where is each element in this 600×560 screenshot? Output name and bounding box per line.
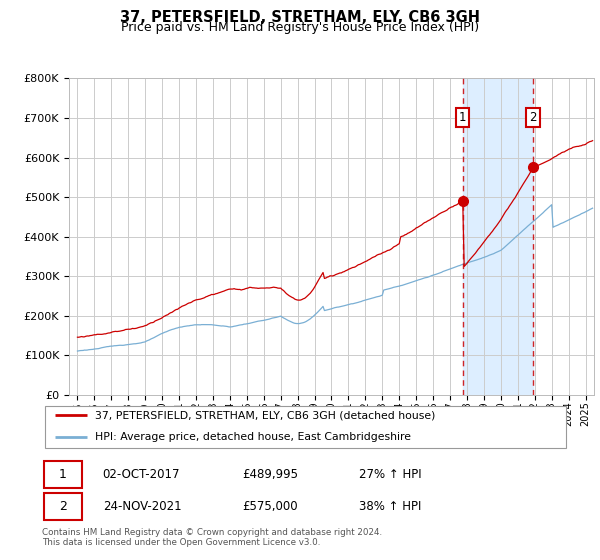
Text: Contains HM Land Registry data © Crown copyright and database right 2024.
This d: Contains HM Land Registry data © Crown c…: [42, 528, 382, 547]
Text: 2: 2: [529, 111, 537, 124]
Text: 38% ↑ HPI: 38% ↑ HPI: [359, 500, 421, 513]
Text: 27% ↑ HPI: 27% ↑ HPI: [359, 468, 421, 481]
Text: 37, PETERSFIELD, STRETHAM, ELY, CB6 3GH: 37, PETERSFIELD, STRETHAM, ELY, CB6 3GH: [120, 10, 480, 25]
FancyBboxPatch shape: [44, 461, 82, 488]
FancyBboxPatch shape: [44, 493, 82, 520]
FancyBboxPatch shape: [44, 405, 566, 449]
Text: Price paid vs. HM Land Registry's House Price Index (HPI): Price paid vs. HM Land Registry's House …: [121, 21, 479, 34]
Text: 02-OCT-2017: 02-OCT-2017: [103, 468, 180, 481]
Text: 37, PETERSFIELD, STRETHAM, ELY, CB6 3GH (detached house): 37, PETERSFIELD, STRETHAM, ELY, CB6 3GH …: [95, 410, 435, 420]
Text: 1: 1: [459, 111, 466, 124]
Bar: [463, 78, 533, 395]
Text: HPI: Average price, detached house, East Cambridgeshire: HPI: Average price, detached house, East…: [95, 432, 411, 442]
Text: 24-NOV-2021: 24-NOV-2021: [103, 500, 181, 513]
Text: 2: 2: [59, 500, 67, 513]
Text: £489,995: £489,995: [242, 468, 299, 481]
Text: 1: 1: [59, 468, 67, 481]
Text: £575,000: £575,000: [242, 500, 298, 513]
